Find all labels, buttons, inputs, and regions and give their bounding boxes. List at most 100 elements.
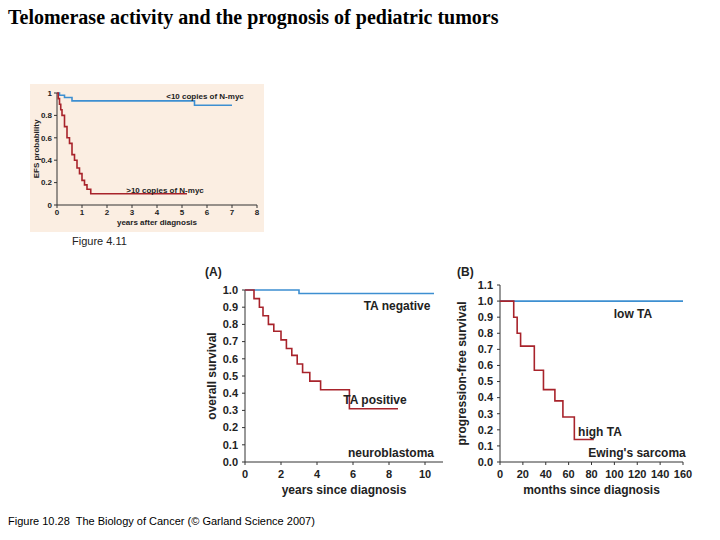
y-axis-title: overall survival — [205, 332, 219, 419]
y-tick — [497, 317, 500, 318]
x-tick — [660, 462, 661, 465]
y-tick-label: 0.6 — [478, 359, 493, 371]
x-tick-label: 60 — [563, 468, 575, 480]
slide: Telomerase activity and the prognosis of… — [0, 0, 720, 540]
survival-curve — [500, 300, 683, 302]
x-tick-label: 0 — [242, 468, 248, 480]
y-tick — [54, 137, 57, 138]
y-tick-label: 0.1 — [478, 440, 493, 452]
y-tick-label: 0.4 — [41, 156, 53, 165]
x-tick-label: 6 — [205, 208, 210, 217]
y-tick-label: 1.0 — [478, 295, 493, 307]
y-tick — [54, 93, 57, 94]
x-tick-label: 8 — [255, 208, 260, 217]
series-label: high TA — [578, 425, 622, 439]
y-axis-title: EFS probability — [32, 119, 41, 178]
y-tick-label: 0.5 — [223, 370, 238, 382]
x-tick-label: 4 — [155, 208, 160, 217]
y-tick — [242, 444, 245, 445]
chart-background — [30, 84, 264, 232]
x-tick-label: 120 — [628, 468, 646, 480]
y-tick — [242, 376, 245, 377]
y-tick-label: 0.2 — [41, 178, 53, 187]
x-tick — [281, 462, 282, 465]
y-tick-label: 0.9 — [478, 311, 493, 323]
y-tick — [242, 341, 245, 342]
y-tick — [497, 349, 500, 350]
x-tick-label: 80 — [585, 468, 597, 480]
y-tick — [497, 413, 500, 414]
x-axis-title: years since diagnosis — [282, 483, 407, 497]
y-tick — [242, 393, 245, 394]
y-tick-label: 0.5 — [478, 375, 493, 387]
y-tick — [54, 115, 57, 116]
x-tick — [614, 462, 615, 465]
series-label: TA positive — [343, 393, 407, 407]
y-tick — [242, 462, 245, 463]
y-tick — [497, 429, 500, 430]
y-tick-label: 1.1 — [478, 279, 493, 291]
y-tick-label: 0.4 — [223, 387, 239, 399]
x-tick-label: 8 — [386, 468, 392, 480]
y-tick-label: 0.4 — [478, 391, 494, 403]
x-tick-label: 1 — [80, 208, 85, 217]
y-tick-label: 0 — [48, 201, 53, 210]
y-axis — [500, 285, 501, 462]
x-tick — [568, 462, 569, 465]
x-axis-title: months since diagnosis — [523, 483, 660, 497]
y-tick — [497, 365, 500, 366]
y-tick-label: 0.8 — [41, 111, 53, 120]
x-tick-label: 2 — [278, 468, 284, 480]
x-tick-label: 4 — [314, 468, 321, 480]
annotation: (A) — [205, 265, 222, 279]
y-tick-label: 0.6 — [41, 134, 53, 143]
y-tick-label: 0.2 — [478, 424, 493, 436]
y-axis — [57, 93, 58, 205]
y-tick — [242, 358, 245, 359]
plot-area — [245, 290, 434, 409]
x-tick-label: 0 — [497, 468, 503, 480]
y-tick-label: 0.1 — [223, 439, 238, 451]
x-tick-label: 160 — [674, 468, 692, 480]
survival-curve — [57, 93, 187, 194]
y-tick — [497, 397, 500, 398]
x-tick — [522, 462, 523, 465]
y-tick — [497, 445, 500, 446]
x-tick-label: 140 — [651, 468, 669, 480]
y-tick-label: 0.3 — [478, 408, 493, 420]
y-tick — [54, 205, 57, 206]
x-tick — [317, 462, 318, 465]
y-tick — [54, 160, 57, 161]
chart: 02468100.00.10.20.30.40.50.60.70.80.91.0… — [205, 265, 443, 497]
y-tick — [242, 290, 245, 291]
x-tick-label: 3 — [130, 208, 135, 217]
x-tick-label: 20 — [517, 468, 529, 480]
x-tick — [353, 462, 354, 465]
annotation: neuroblastoma — [348, 446, 434, 460]
y-tick-label: 0.6 — [223, 353, 238, 365]
y-tick — [497, 333, 500, 334]
y-tick — [242, 307, 245, 308]
x-tick-label: 5 — [180, 208, 185, 217]
x-tick-label: 100 — [605, 468, 623, 480]
y-tick-label: 0.8 — [223, 318, 238, 330]
x-tick — [389, 462, 390, 465]
plot-area — [57, 93, 232, 194]
annotation: Figure 4.11 — [72, 235, 127, 247]
y-tick-label: 0.7 — [223, 335, 238, 347]
y-tick-label: 0.2 — [223, 421, 238, 433]
x-tick — [683, 462, 684, 465]
x-tick-label: 10 — [419, 468, 431, 480]
x-axis — [245, 462, 443, 463]
background — [0, 0, 720, 540]
series-label: low TA — [614, 307, 653, 321]
y-tick-label: 1.0 — [223, 284, 238, 296]
y-tick — [497, 462, 500, 463]
y-tick-label: 0.0 — [478, 456, 493, 468]
y-tick — [497, 301, 500, 302]
plot-area — [500, 301, 683, 439]
y-tick — [54, 182, 57, 183]
y-tick-label: 0.8 — [478, 327, 493, 339]
y-axis-title: progression-free survival — [455, 301, 469, 445]
y-tick — [242, 410, 245, 411]
